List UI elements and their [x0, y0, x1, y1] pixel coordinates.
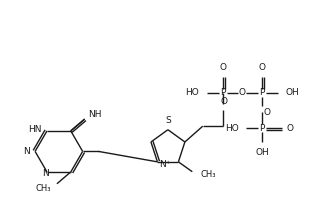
Text: O: O [220, 97, 227, 106]
Text: CH₃: CH₃ [36, 184, 51, 193]
Text: HO: HO [185, 88, 199, 97]
Text: O: O [239, 88, 246, 97]
Text: O: O [259, 63, 266, 72]
Text: NH: NH [89, 110, 102, 119]
Text: O: O [219, 63, 226, 72]
Text: HO: HO [225, 124, 238, 133]
Text: O: O [287, 124, 294, 133]
Text: N: N [42, 169, 49, 178]
Text: OH: OH [286, 88, 300, 97]
Text: P: P [260, 88, 265, 97]
Text: P: P [220, 88, 225, 97]
Text: P: P [260, 124, 265, 133]
Text: OH: OH [255, 148, 269, 157]
Text: O: O [263, 108, 270, 117]
Text: S: S [165, 116, 171, 125]
Text: N⁺: N⁺ [159, 160, 171, 169]
Text: N: N [23, 147, 30, 156]
Text: HN: HN [29, 125, 42, 134]
Text: CH₃: CH₃ [200, 170, 216, 179]
